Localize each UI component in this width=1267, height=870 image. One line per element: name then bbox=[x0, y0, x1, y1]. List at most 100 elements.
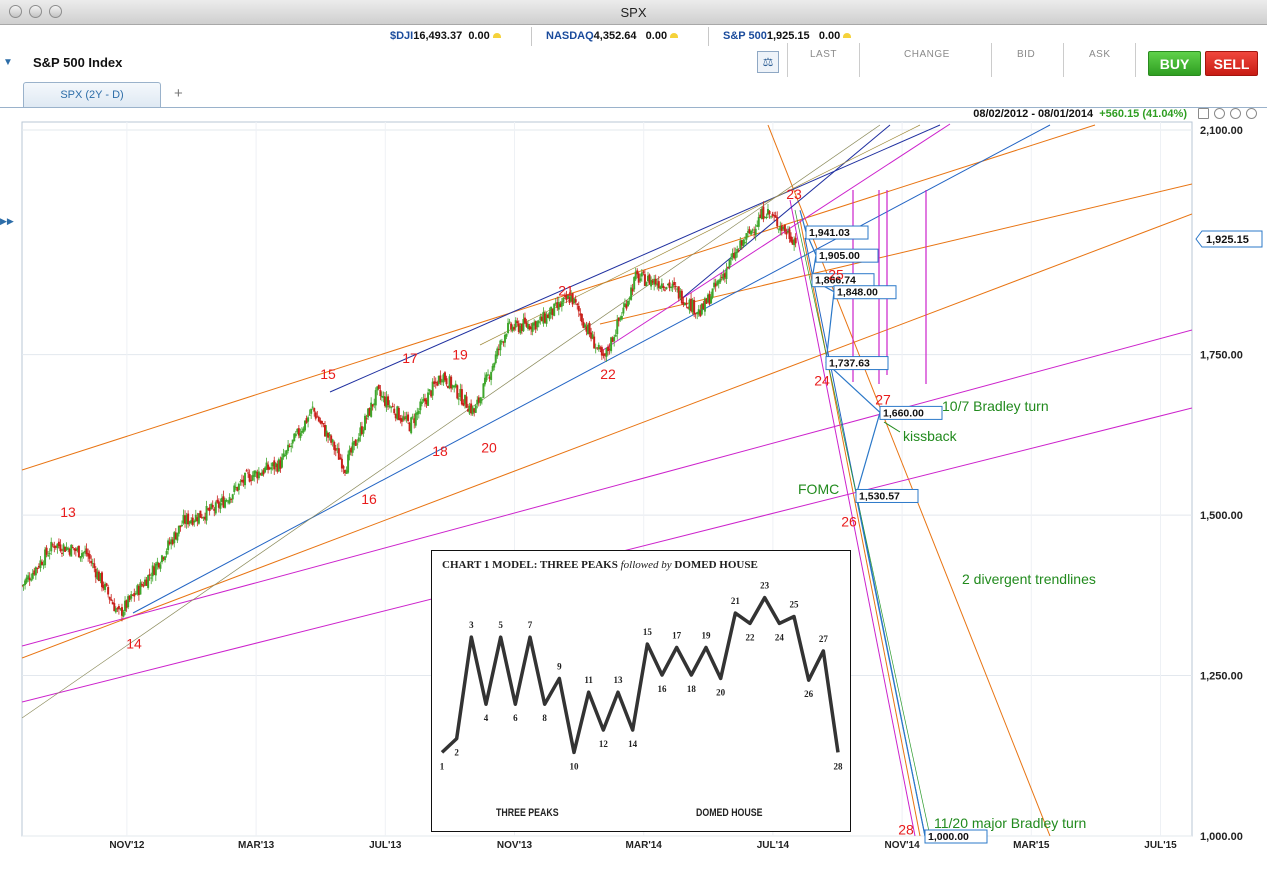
candle-body bbox=[686, 307, 689, 309]
candle-body bbox=[150, 577, 153, 579]
candle-body bbox=[782, 227, 785, 229]
candle-body bbox=[477, 397, 480, 403]
candle-body bbox=[24, 580, 27, 585]
candle-body bbox=[90, 560, 93, 564]
candle-body bbox=[70, 544, 73, 557]
candle-body bbox=[225, 499, 228, 502]
inset-point-label: 27 bbox=[819, 634, 829, 644]
model-inset-chart: CHART 1 MODEL: THREE PEAKS followed by D… bbox=[431, 550, 851, 832]
scale-settings-icon[interactable]: ⚖ bbox=[757, 51, 779, 73]
price-box bbox=[825, 356, 889, 371]
candle-body bbox=[493, 363, 496, 368]
price-box bbox=[815, 248, 879, 263]
candle-body bbox=[85, 548, 88, 555]
candle-body bbox=[293, 433, 296, 442]
tab-spx-2y-d[interactable]: SPX (2Y - D) bbox=[23, 82, 161, 107]
candle-body bbox=[530, 327, 533, 330]
minimize-window-button[interactable] bbox=[29, 5, 42, 18]
candle-body bbox=[517, 323, 520, 332]
candle-body bbox=[345, 470, 348, 474]
sell-button[interactable]: SELL bbox=[1205, 51, 1258, 76]
candle-body bbox=[140, 584, 143, 586]
candle-body bbox=[660, 283, 663, 288]
candle-body bbox=[250, 479, 253, 481]
zoom-in-icon[interactable] bbox=[1214, 108, 1225, 119]
wave-label: 16 bbox=[361, 491, 377, 507]
candle-body bbox=[605, 348, 608, 357]
close-window-button[interactable] bbox=[9, 5, 22, 18]
candle-body bbox=[691, 299, 694, 313]
candle-body bbox=[670, 287, 673, 289]
zoom-out-icon[interactable] bbox=[1230, 108, 1241, 119]
candle-body bbox=[460, 389, 463, 405]
candle-body bbox=[756, 225, 759, 227]
candle-body bbox=[373, 403, 376, 406]
candle-body bbox=[751, 229, 754, 231]
candle-body bbox=[400, 418, 403, 422]
collapse-icon[interactable]: ▼ bbox=[3, 57, 13, 68]
candle-body bbox=[370, 402, 373, 417]
price-box bbox=[924, 829, 988, 844]
index-name: S&P 500 Index bbox=[33, 55, 123, 70]
quote-divider bbox=[991, 43, 992, 77]
candle-body bbox=[93, 563, 96, 569]
candle-body bbox=[603, 353, 606, 356]
candle-body bbox=[653, 278, 656, 285]
zoom-window-button[interactable] bbox=[49, 5, 62, 18]
candle-body bbox=[71, 547, 74, 549]
ticker-nasdaq[interactable]: NASDAQ4,352.64 0.00 bbox=[546, 30, 679, 44]
expand-panel-icon[interactable]: ▶▶ bbox=[0, 216, 14, 226]
ticker-dji[interactable]: $DJI16,493.37 0.00 bbox=[390, 30, 501, 44]
candle-body bbox=[483, 377, 486, 385]
candle-body bbox=[264, 467, 267, 473]
candle-body bbox=[502, 341, 505, 343]
candle-body bbox=[331, 439, 334, 443]
candle-body bbox=[236, 487, 239, 491]
candle-body bbox=[794, 237, 797, 244]
candle-body bbox=[596, 347, 599, 349]
candle-body bbox=[408, 422, 411, 432]
candle-body bbox=[553, 303, 556, 316]
candle-body bbox=[270, 467, 273, 470]
candle-body bbox=[614, 334, 617, 337]
candle-body bbox=[625, 304, 628, 309]
candle-body bbox=[500, 341, 503, 343]
candle-body bbox=[216, 499, 219, 503]
candle-body bbox=[62, 544, 65, 552]
candle-body bbox=[96, 571, 99, 580]
candle-body bbox=[571, 293, 574, 305]
ticker-value: 4,352.64 bbox=[593, 30, 637, 42]
candle-body bbox=[34, 567, 37, 576]
candle-body bbox=[257, 471, 260, 479]
candle-body bbox=[402, 416, 405, 421]
ticker-sp500[interactable]: S&P 5001,925.15 0.00 bbox=[723, 30, 852, 44]
candle-body bbox=[385, 396, 388, 408]
fit-chart-icon[interactable] bbox=[1198, 108, 1209, 119]
candle-body bbox=[130, 594, 133, 599]
candle-body bbox=[786, 230, 789, 233]
buy-button[interactable]: BUY bbox=[1148, 51, 1201, 76]
candle-body bbox=[187, 513, 190, 525]
candle-body bbox=[474, 405, 477, 413]
candle-body bbox=[104, 583, 107, 590]
add-tab-button[interactable]: + bbox=[174, 85, 183, 102]
candle-body bbox=[543, 313, 546, 323]
candle-body bbox=[457, 398, 460, 400]
wave-label: 25 bbox=[828, 266, 844, 282]
candle-body bbox=[620, 315, 623, 320]
inset-label-three-peaks: THREE PEAKS bbox=[496, 807, 559, 819]
candle-body bbox=[403, 417, 406, 419]
candle-body bbox=[359, 427, 362, 437]
candle-body bbox=[710, 296, 713, 304]
candle-body bbox=[447, 385, 450, 389]
candle-body bbox=[673, 281, 676, 286]
candle-body bbox=[204, 516, 207, 520]
price-box bbox=[879, 405, 943, 420]
candle-body bbox=[554, 302, 557, 304]
annotation-major-bradley-turn: 11/20 major Bradley turn bbox=[934, 815, 1086, 831]
date-range-text: 08/02/2012 - 08/01/2014 bbox=[973, 108, 1094, 120]
candle-body bbox=[119, 608, 122, 610]
candle-body bbox=[110, 599, 113, 601]
candle-body bbox=[27, 575, 30, 580]
zoom-reset-icon[interactable] bbox=[1246, 108, 1257, 119]
